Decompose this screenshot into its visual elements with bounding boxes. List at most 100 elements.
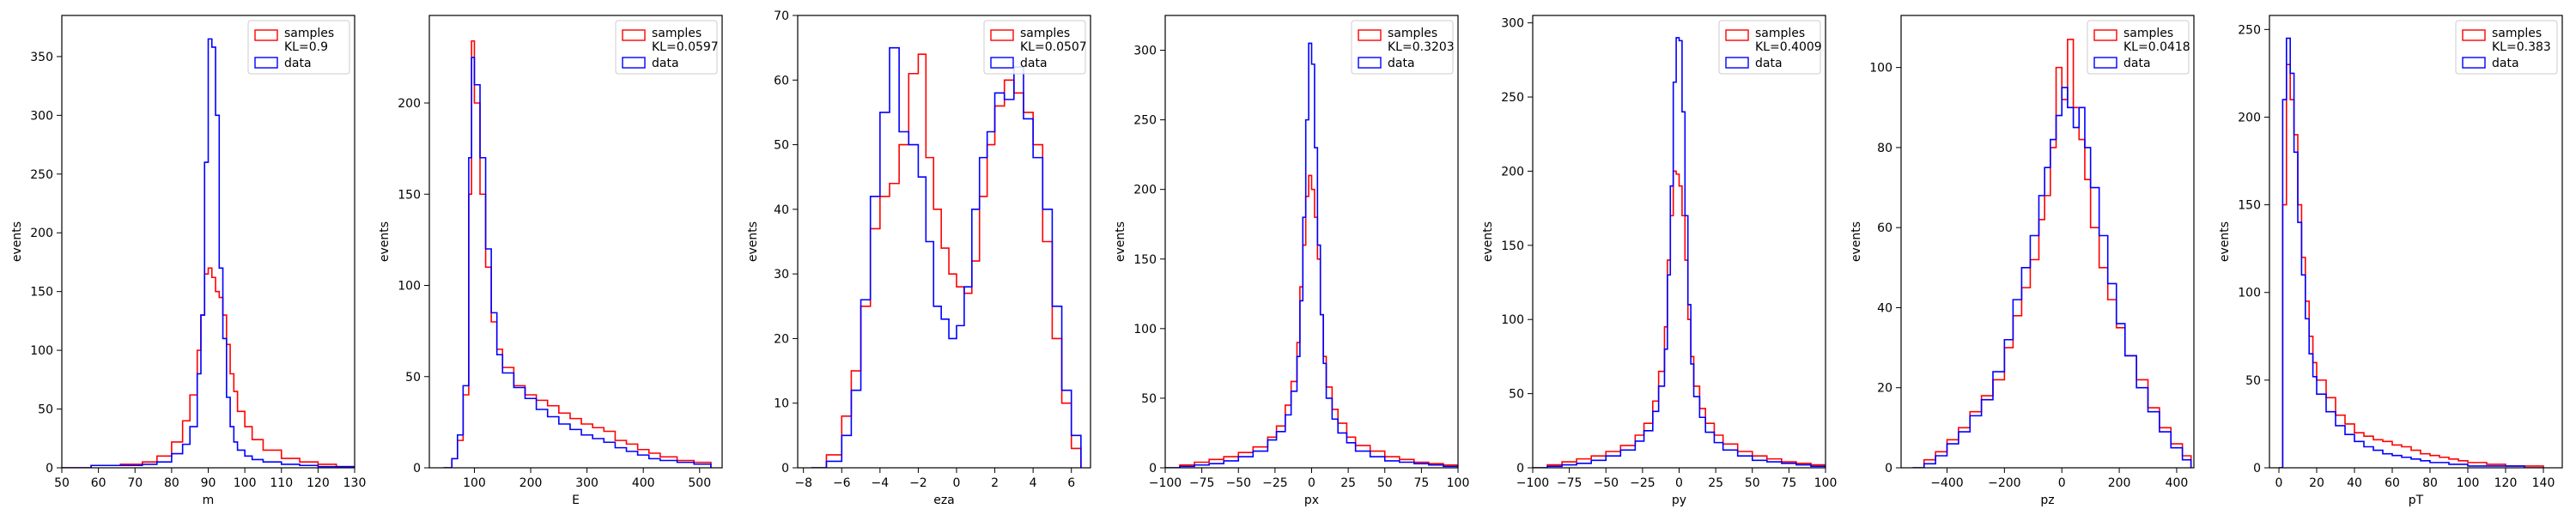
- x-tick-label: 25: [1708, 476, 1723, 490]
- x-tick-label: 6: [1067, 476, 1075, 490]
- series-samples-step-line: [62, 267, 355, 468]
- legend-label-kl: KL=0.383: [2492, 40, 2551, 54]
- legend-label-kl: KL=0.3203: [1388, 40, 1455, 54]
- x-tick-label: 90: [201, 476, 216, 490]
- x-tick-label: 50: [1377, 476, 1393, 490]
- y-tick-label: 0: [1885, 462, 1893, 476]
- x-tick-label: 20: [2309, 476, 2324, 490]
- y-axis-label: events: [2218, 221, 2232, 262]
- series-samples-step-line: [1912, 39, 2192, 468]
- y-tick-label: 250: [1501, 91, 1524, 105]
- legend-label-samples: samples: [1020, 27, 1070, 40]
- y-tick-label: 50: [774, 139, 789, 153]
- legend-swatch-samples: [990, 29, 1014, 41]
- x-tick-label: 0: [2058, 476, 2066, 490]
- y-tick-label: 0: [781, 462, 789, 476]
- y-tick-label: 100: [1133, 323, 1157, 336]
- legend-swatch-samples: [2462, 29, 2486, 41]
- legend-swatch-data: [1358, 57, 1382, 69]
- axes-frame: [1900, 15, 2195, 469]
- x-tick-label: −6: [833, 476, 851, 490]
- y-tick-label: 20: [1877, 382, 1893, 396]
- axes-frame: [1164, 15, 1459, 469]
- x-tick-label: −200: [1988, 476, 2020, 490]
- x-tick-label: 40: [2347, 476, 2362, 490]
- y-tick-label: 200: [2238, 111, 2261, 124]
- series-samples-step-line: [1533, 170, 1826, 468]
- x-axis-label: px: [1304, 494, 1319, 507]
- y-tick-label: 250: [30, 168, 53, 182]
- y-tick-label: 200: [1133, 184, 1157, 197]
- y-tick-label: 300: [30, 109, 53, 123]
- x-tick-label: 100: [1447, 476, 1470, 490]
- y-tick-label: 300: [1501, 17, 1524, 31]
- y-tick-label: 250: [1133, 114, 1157, 128]
- x-tick-label: 0: [1675, 476, 1683, 490]
- legend-label-data: data: [2123, 57, 2151, 70]
- x-axis-label: eza: [933, 494, 955, 507]
- x-tick-label: 110: [270, 476, 293, 490]
- legend-swatch-samples: [1725, 29, 1749, 41]
- y-axis-label: events: [1850, 221, 1863, 262]
- x-tick-label: −2: [909, 476, 927, 490]
- y-tick-label: 70: [774, 9, 789, 23]
- legend-label-samples: samples: [2492, 27, 2542, 40]
- x-tick-label: 0: [953, 476, 961, 490]
- y-tick-label: 200: [1501, 165, 1524, 179]
- x-tick-label: 120: [2494, 476, 2518, 490]
- x-tick-label: 2: [991, 476, 999, 490]
- x-tick-label: 500: [688, 476, 711, 490]
- x-tick-label: 0: [2275, 476, 2283, 490]
- histogram-panel-pT: 0 20 40 60 80 100 120 140 0 50 100 150 200 250 pT event…: [2218, 15, 2563, 507]
- x-tick-label: 75: [1781, 476, 1796, 490]
- y-tick-label: 50: [1509, 388, 1524, 402]
- y-tick-label: 60: [1877, 221, 1893, 235]
- y-tick-label: 100: [30, 344, 53, 358]
- series-samples-step-line: [2279, 64, 2544, 468]
- histogram-panel-px: −100 −75 −50 −25 0 25 50 75 100 0 50 100 150 200 250 30…: [1114, 15, 1469, 507]
- y-tick-label: 100: [1869, 62, 1893, 76]
- histogram-panel-m: 50 60 70 80 90 100 110 120 130050100150200250300…: [10, 15, 366, 507]
- legend-swatch-samples: [622, 29, 646, 41]
- legend-label-kl: KL=0.4009: [1755, 40, 1822, 54]
- x-tick-label: −100: [1149, 476, 1182, 490]
- y-tick-label: 300: [1133, 45, 1157, 58]
- x-tick-label: −4: [872, 476, 890, 490]
- y-tick-label: 200: [30, 227, 53, 240]
- y-tick-label: 60: [774, 74, 789, 88]
- x-tick-label: 75: [1413, 476, 1429, 490]
- x-tick-label: 400: [632, 476, 655, 490]
- x-axis-label: E: [572, 494, 580, 507]
- y-tick-label: 250: [2238, 23, 2261, 37]
- series-data-step-line: [2279, 37, 2543, 468]
- y-tick-label: 0: [413, 462, 421, 476]
- x-tick-label: 200: [2108, 476, 2131, 490]
- y-axis-label: events: [1114, 221, 1127, 262]
- y-tick-label: 350: [30, 51, 53, 64]
- series-data-step-line: [1912, 87, 2192, 468]
- y-tick-label: 10: [774, 397, 789, 411]
- series-samples-step-line: [1165, 174, 1458, 468]
- series-data-step-line: [1165, 42, 1458, 468]
- x-tick-label: 60: [91, 476, 106, 490]
- legend-swatch-data: [990, 57, 1014, 69]
- x-axis-label: py: [1672, 494, 1686, 507]
- legend-swatch-samples: [2093, 29, 2117, 41]
- x-tick-label: −75: [1557, 476, 1583, 490]
- y-tick-label: 150: [398, 188, 421, 202]
- x-tick-label: 50: [1745, 476, 1760, 490]
- x-tick-label: 100: [1814, 476, 1838, 490]
- x-tick-label: 50: [54, 476, 70, 490]
- x-tick-label: −75: [1189, 476, 1215, 490]
- y-tick-label: 100: [398, 280, 421, 294]
- x-tick-label: 400: [2166, 476, 2189, 490]
- legend-box: [615, 20, 718, 75]
- legend-box: [2087, 20, 2190, 75]
- legend-swatch-data: [2093, 57, 2117, 69]
- y-tick-label: 50: [1141, 392, 1157, 406]
- legend-label-data: data: [1020, 57, 1048, 70]
